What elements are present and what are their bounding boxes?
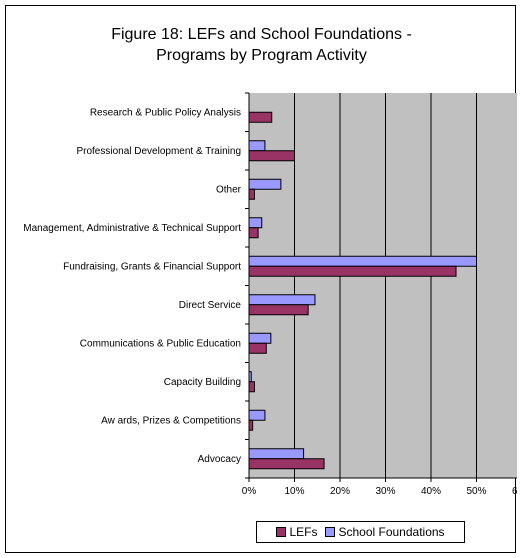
category-label: Management, Administrative & Technical S… [23,223,241,234]
legend-item-lefs: LEFs [276,525,317,539]
bar-school-foundations-fundraising-grants-financial-support [248,255,477,267]
bar-lefs-aw-ards-prizes-competitions [248,419,254,431]
x-tick-label: 0% [242,486,257,497]
bar-lefs-other [248,188,255,200]
bar-lefs-capacity-building [248,381,255,393]
category-label: Direct Service [179,300,242,311]
legend-label-lefs: LEFs [289,525,318,539]
chart-title-line-1: Figure 18: LEFs and School Foundations - [111,26,412,43]
bar-lefs-direct-service [248,304,309,316]
bar-school-foundations-professional-development-training [248,140,266,152]
legend-item-school-foundations: School Foundations [325,525,445,539]
bar-chart: Research & Public Policy Analysis Profess… [23,92,517,497]
bar-lefs-advocacy [248,458,325,470]
chart-title-line-2: Programs by Program Activity [156,47,367,64]
x-tick-label: 10% [284,486,304,497]
x-tick-label: 60% [512,486,517,497]
legend: LEFs School Foundations [256,521,465,543]
category-label: Communications & Public Education [80,338,241,349]
x-tick-label: 50% [466,486,486,497]
x-tick-label: 40% [421,486,441,497]
category-label: Professional Development & Training [76,146,241,157]
category-label: Advocacy [198,454,241,465]
bar-school-foundations-management-administrative-technical-support [248,217,263,229]
bar-lefs-management-administrative-technical-support [248,227,259,239]
bar-school-foundations-communications-public-education [248,332,272,344]
bar-lefs-communications-public-education [248,342,267,354]
bar-school-foundations-other [248,178,282,190]
bar-lefs-fundraising-grants-financial-support [248,265,457,277]
legend-swatch-school-foundations [325,527,336,537]
legend-swatch-lefs [276,527,287,537]
category-label: Fundraising, Grants & Financial Support [63,261,241,272]
bar-lefs-professional-development-training [248,150,295,162]
bar-lefs-research-public-policy-analysis [248,111,273,123]
bar-school-foundations-direct-service [248,294,316,306]
category-label: Other [216,184,242,195]
x-tick-label: 20% [330,486,350,497]
chart-frame: Figure 18: LEFs and School Foundations -… [5,5,517,553]
bar-school-foundations-advocacy [248,448,305,460]
chart-title: Figure 18: LEFs and School Foundations -… [6,24,517,66]
legend-label-school-foundations: School Foundations [338,525,445,539]
category-label: Capacity Building [164,377,241,388]
category-label: Aw ards, Prizes & Competitions [101,415,241,426]
bar-school-foundations-aw-ards-prizes-competitions [248,409,266,421]
x-tick-label: 30% [375,486,395,497]
category-label: Research & Public Policy Analysis [90,107,241,118]
